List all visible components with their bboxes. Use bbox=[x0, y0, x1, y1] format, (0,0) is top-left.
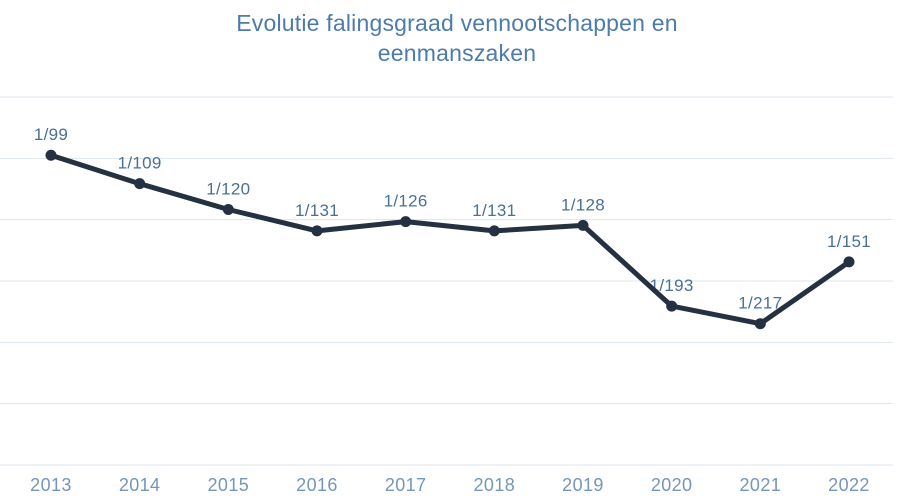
data-point-2017 bbox=[400, 216, 412, 228]
chart-title: Evolutie falingsgraad vennootschappen en… bbox=[236, 10, 678, 66]
x-axis-label: 2013 bbox=[30, 475, 72, 495]
point-label: 1/131 bbox=[295, 201, 339, 220]
data-point-2014 bbox=[134, 178, 146, 190]
x-axis-label: 2020 bbox=[651, 475, 693, 495]
data-point-2015 bbox=[222, 203, 234, 215]
data-point-2020 bbox=[666, 300, 678, 312]
point-label: 1/131 bbox=[472, 201, 516, 220]
data-point-2016 bbox=[311, 225, 323, 237]
point-label: 1/109 bbox=[118, 154, 162, 173]
data-point-2018 bbox=[488, 225, 500, 237]
point-label: 1/126 bbox=[384, 192, 428, 211]
x-axis-label: 2022 bbox=[828, 475, 870, 495]
x-axis-label: 2021 bbox=[740, 475, 782, 495]
point-label: 1/217 bbox=[738, 294, 782, 313]
data-point-2019 bbox=[577, 219, 589, 231]
x-axis-label: 2017 bbox=[385, 475, 427, 495]
x-axis-label: 2018 bbox=[474, 475, 516, 495]
series-line bbox=[48, 152, 852, 327]
data-point-2013 bbox=[45, 149, 57, 161]
x-axis-label: 2019 bbox=[562, 475, 604, 495]
data-point-2022 bbox=[843, 256, 855, 268]
data-point-2021 bbox=[754, 318, 766, 330]
point-label: 1/128 bbox=[561, 195, 605, 214]
point-label: 1/151 bbox=[827, 232, 871, 251]
point-label: 1/193 bbox=[650, 276, 694, 295]
x-axis-label: 2016 bbox=[296, 475, 338, 495]
point-label: 1/99 bbox=[34, 125, 68, 144]
x-axis-label: 2014 bbox=[119, 475, 161, 495]
point-label: 1/120 bbox=[206, 179, 250, 198]
x-axis-label: 2015 bbox=[208, 475, 250, 495]
